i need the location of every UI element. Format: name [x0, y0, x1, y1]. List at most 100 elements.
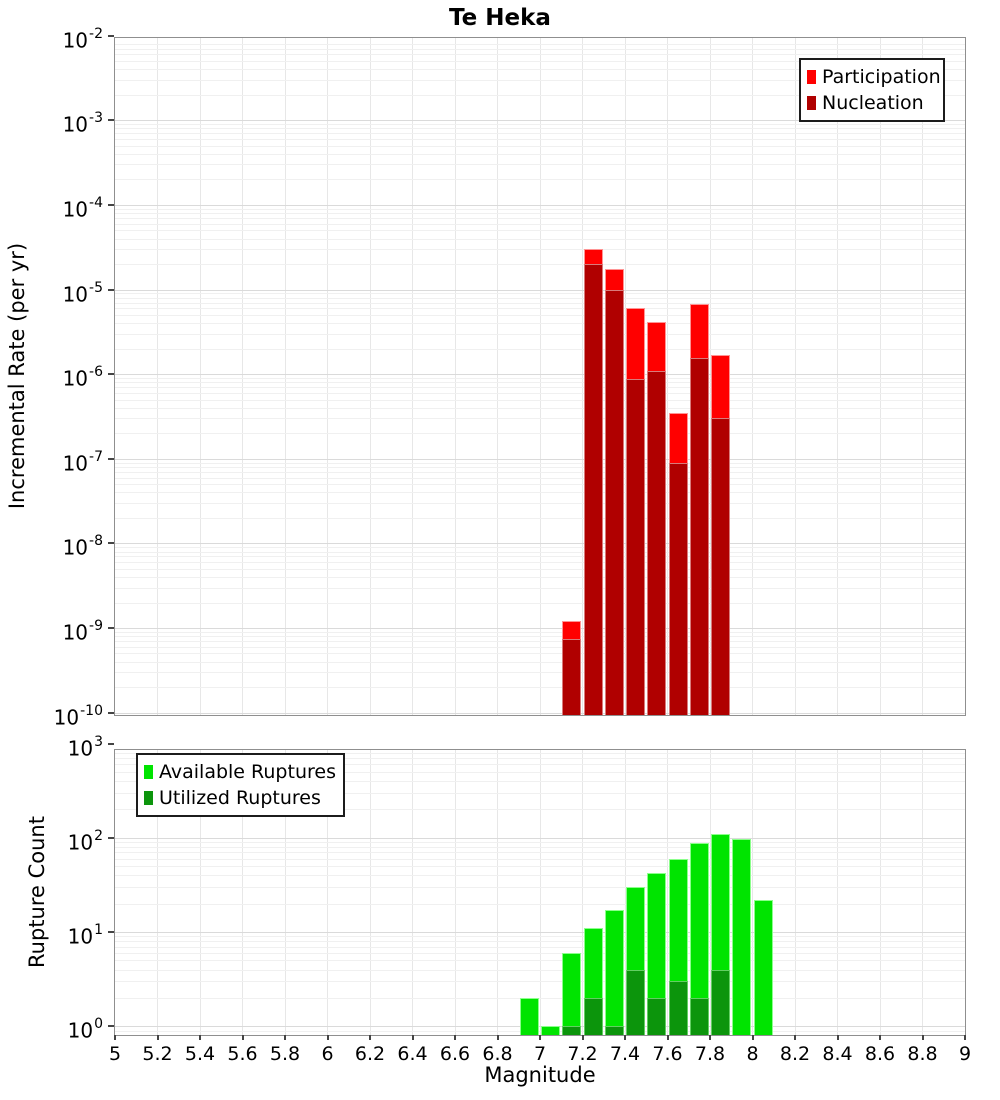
minor-gridline — [115, 1030, 965, 1032]
minor-gridline — [115, 752, 965, 754]
minor-gridline — [115, 887, 965, 889]
minor-gridline — [115, 758, 965, 760]
x-tick-label: 9 — [958, 1043, 972, 1065]
minor-gridline — [115, 213, 965, 215]
minor-gridline — [115, 43, 965, 45]
utilized-ruptures-swatch-icon — [144, 791, 153, 805]
x-tick — [539, 1035, 541, 1040]
minor-gridline — [115, 492, 965, 494]
minor-gridline — [115, 764, 965, 766]
minor-gridline — [115, 264, 965, 266]
minor-gridline — [115, 69, 965, 71]
vertical-gridline — [199, 750, 201, 1035]
vertical-gridline — [752, 750, 753, 1035]
y-tick — [108, 711, 114, 714]
bar-nucleation — [647, 370, 667, 715]
y-tick — [108, 1025, 114, 1028]
vertical-gridline — [369, 750, 371, 1035]
x-tick — [241, 1035, 244, 1040]
legend-item-participation: Participation — [807, 64, 941, 90]
rate-chart-legend: Participation Nucleation — [799, 58, 945, 122]
y-tick-label: 10-8 — [62, 533, 103, 561]
vertical-gridline — [624, 750, 626, 1035]
minor-gridline — [115, 858, 965, 860]
vertical-gridline — [709, 750, 711, 1035]
x-tick — [326, 1035, 329, 1040]
vertical-gridline — [199, 38, 201, 715]
x-tick — [794, 1035, 796, 1040]
bar-available-ruptures — [541, 1026, 561, 1035]
minor-gridline — [115, 139, 965, 141]
x-tick-label: 5.2 — [142, 1043, 173, 1065]
vertical-gridline — [284, 750, 286, 1035]
minor-gridline — [115, 809, 965, 811]
minor-gridline — [115, 466, 965, 468]
minor-gridline — [115, 646, 965, 648]
vertical-gridline — [242, 750, 243, 1035]
minor-gridline — [115, 903, 965, 905]
vertical-gridline — [922, 38, 923, 715]
minor-gridline — [115, 249, 965, 251]
minor-gridline — [115, 79, 965, 81]
bar-nucleation — [711, 418, 731, 715]
bar-utilized-ruptures — [626, 969, 646, 1035]
y-tick-label: 10-6 — [62, 364, 103, 391]
y-tick-label: 10-5 — [62, 279, 103, 307]
vertical-gridline — [837, 750, 838, 1035]
bar-available-ruptures — [562, 953, 582, 1035]
vertical-gridline — [412, 750, 413, 1035]
y-tick — [108, 742, 114, 745]
bar-available-ruptures — [604, 910, 624, 1035]
major-gridline — [115, 932, 965, 934]
nucleation-swatch-icon — [807, 96, 816, 110]
bar-available-ruptures — [689, 843, 709, 1035]
x-tick — [369, 1035, 371, 1040]
y-tick-label: 10-4 — [62, 194, 103, 222]
minor-gridline — [115, 636, 965, 638]
minor-gridline — [115, 392, 965, 394]
x-tick-label: 7 — [533, 1043, 547, 1065]
minor-gridline — [115, 577, 965, 579]
x-tick — [624, 1035, 626, 1040]
vertical-gridline — [879, 750, 881, 1035]
major-gridline — [115, 1026, 965, 1028]
minor-gridline — [115, 998, 965, 999]
x-tick — [964, 1035, 966, 1040]
minor-gridline — [115, 308, 965, 310]
minor-gridline — [115, 792, 965, 794]
bar-utilized-ruptures — [711, 969, 731, 1035]
x-tick-label: 5 — [108, 1043, 122, 1065]
y-tick — [108, 119, 114, 122]
x-tick-label: 6.8 — [482, 1043, 513, 1065]
minor-gridline — [115, 842, 965, 844]
minor-gridline — [115, 661, 965, 663]
minor-gridline — [115, 981, 965, 983]
x-tick-label: 8 — [746, 1043, 759, 1065]
minor-gridline — [115, 771, 965, 773]
y-tick — [108, 203, 114, 206]
minor-gridline — [115, 433, 965, 435]
major-gridline — [115, 120, 965, 122]
rate-chart-ylabel: Incremental Rate (per yr) — [5, 242, 29, 510]
bar-utilized-ruptures — [583, 998, 603, 1035]
bar-nucleation — [668, 463, 688, 715]
x-tick — [411, 1035, 414, 1040]
minor-gridline — [115, 502, 965, 504]
vertical-gridline — [879, 38, 881, 715]
y-tick — [108, 457, 114, 460]
minor-gridline — [115, 866, 965, 868]
vertical-gridline — [624, 38, 626, 715]
x-tick-label: 8.2 — [779, 1043, 811, 1065]
minor-gridline — [115, 418, 965, 420]
vertical-gridline — [667, 38, 668, 715]
x-tick-label: 7.8 — [694, 1043, 726, 1065]
rate-chart-plot-area — [115, 38, 965, 715]
x-tick — [496, 1035, 499, 1040]
minor-gridline — [115, 382, 965, 384]
minor-gridline — [115, 293, 965, 295]
major-gridline — [115, 628, 965, 629]
bar-nucleation — [626, 379, 646, 715]
minor-gridline — [115, 323, 965, 325]
y-tick — [108, 34, 114, 37]
minor-gridline — [115, 587, 965, 589]
